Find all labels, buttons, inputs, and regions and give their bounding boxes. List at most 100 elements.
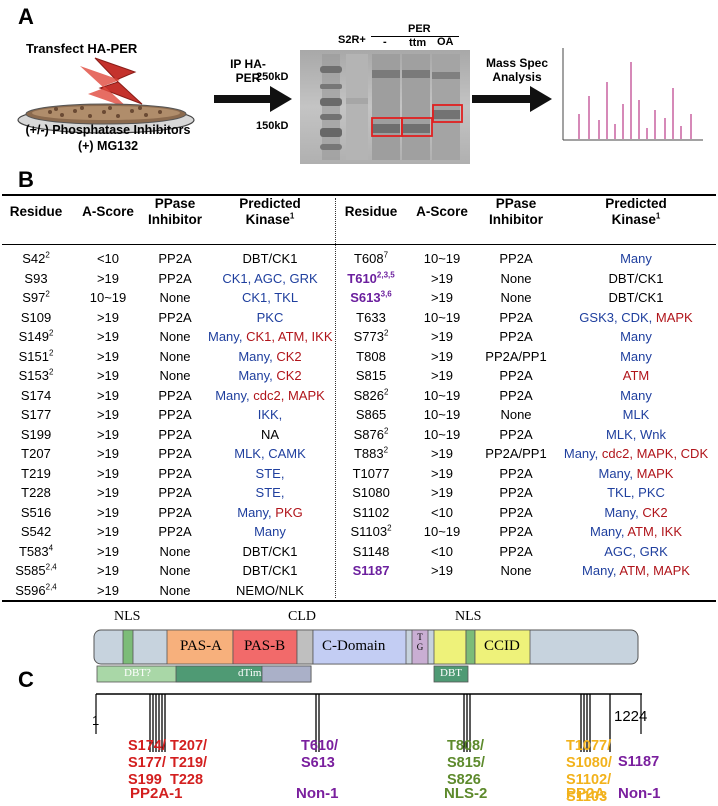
kinase-text: Many,	[238, 368, 277, 383]
dish-caption-line-2: (+) MG132	[77, 139, 139, 153]
ip-arrow-icon	[214, 86, 292, 112]
left-ascore-cell: >19	[96, 582, 120, 598]
dish-illustration	[17, 57, 195, 134]
site-group-s1187: S1187	[618, 754, 659, 771]
group-label-non-1: Non-1	[296, 785, 339, 802]
band-box-oa	[432, 104, 463, 123]
residue-footnote: 2	[383, 445, 389, 455]
left-kinase-cell: Many, CK2	[208, 348, 332, 366]
kinase-text: MLK, Wnk	[606, 426, 666, 442]
header-kinase-sup: 1	[289, 211, 295, 221]
residue-footnote: 2	[387, 523, 392, 533]
site-group-s174: S174/S177/S199	[128, 738, 166, 789]
residue-id: S516	[20, 504, 52, 520]
header-ascore-right: A-Score	[416, 204, 468, 219]
left-kinase-cell: Many, CK1, ATM, IKK	[208, 328, 333, 346]
right-kinase-cell: Many, MAPK	[558, 465, 714, 483]
pas-a-label: PAS-A	[180, 638, 222, 654]
header-kinase-line-2: Kinase1	[558, 212, 714, 228]
right-ascore-cell: <10	[430, 504, 454, 520]
site-label-line: S826	[447, 772, 481, 788]
right-residue: S865	[340, 406, 402, 424]
kinase-text: Many	[620, 387, 652, 403]
kinase-text: PKG	[275, 504, 303, 520]
kinase-text: PKC	[256, 309, 284, 325]
residue-footnote: 2	[383, 426, 389, 436]
right-ascore-cell: >19	[430, 368, 454, 383]
left-ascore-cell: >19	[96, 504, 120, 520]
right-ascore-cell: 10~19	[423, 524, 461, 539]
left-ascore-cell: >19	[96, 309, 120, 325]
right-ascore-cell: 10~19	[423, 426, 461, 442]
right-residue: S1080	[340, 484, 402, 502]
left-ppase-cell: None	[159, 329, 191, 344]
site-label-line: S177/	[128, 755, 166, 771]
right-ppase-cell: None	[500, 290, 532, 305]
kinase-text: Many,	[598, 465, 637, 481]
dish-caption-line-1: (+/-) Phosphatase Inhibitors	[25, 123, 191, 137]
right-ppase-cell: None	[500, 407, 532, 422]
transfect-label: Transfect HA-PER	[26, 41, 138, 56]
right-kinase-cell: Many	[558, 387, 714, 405]
kinase-text: Many,	[604, 504, 643, 520]
residue-id: S1103	[350, 524, 388, 539]
residue-id: S1148	[352, 543, 390, 559]
left-ascore-cell: >19	[96, 270, 120, 286]
kinase-text: CK1, TKL	[241, 290, 299, 305]
residue-footnote: 7	[383, 250, 389, 260]
table-header-rule	[2, 244, 716, 245]
left-residue: S1492	[6, 328, 66, 346]
left-ascore-cell: >19	[96, 368, 120, 383]
left-ascore-cell: 10~19	[89, 290, 127, 305]
residue-id: S153	[18, 368, 49, 383]
kinase-text: CK2	[276, 348, 302, 364]
lane-oa-label: OA	[437, 36, 454, 48]
residue-id: S542	[20, 524, 52, 539]
kinase-text: NA	[260, 426, 280, 442]
residue-id: S42	[22, 251, 46, 266]
tg-box	[411, 629, 429, 665]
left-residue: S5852,4	[6, 562, 66, 580]
nls-right-box	[465, 629, 476, 665]
left-kinase-cell: Many, cdc2, MAPK	[208, 387, 332, 405]
kinase-text: CK2	[642, 504, 668, 520]
left-residue: S199	[6, 426, 66, 444]
kinase-text: STE,	[255, 465, 285, 481]
header-ppase-line-1: PPase	[495, 196, 537, 211]
kinase-text: Many,	[238, 348, 277, 364]
kinase-text: DBT/CK1	[242, 543, 298, 559]
left-residue: S174	[6, 387, 66, 405]
right-residue: S815	[340, 367, 402, 385]
left-ppase-cell: None	[159, 348, 191, 364]
kinase-text: ATM, MAPK	[619, 563, 690, 578]
left-residue: S972	[6, 289, 66, 307]
right-kinase-cell: MLK	[558, 406, 714, 424]
right-residue: S1148	[340, 543, 402, 561]
left-residue: T219	[6, 465, 66, 483]
left-ppase-cell: None	[159, 543, 191, 559]
residue-id: S1080	[352, 485, 390, 500]
right-residue: S7732	[340, 328, 402, 346]
ccid-left-box	[433, 629, 467, 665]
right-ppase-cell: PP2A	[499, 485, 533, 500]
residue-footnote: 2	[45, 289, 50, 299]
residue-id: S149	[18, 329, 49, 344]
residue-footnote: 2	[48, 348, 54, 358]
nls-left-label: NLS	[114, 609, 141, 624]
table-bottom-rule	[2, 600, 716, 602]
header-kinase-word: Kinase	[245, 212, 290, 227]
group-label-non-1-right: Non-1	[618, 785, 661, 802]
right-ppase-cell: PP2A	[499, 251, 533, 266]
kinase-text: Many,	[215, 387, 254, 403]
residue-id: T808	[356, 348, 386, 364]
right-kinase-cell: Many	[558, 348, 714, 366]
left-residue: S93	[6, 270, 66, 288]
kinase-text: Many,	[563, 446, 602, 461]
mass-spec-line-1: Mass Spec	[485, 56, 549, 70]
header-ppase-line-2: Inhibitor	[489, 212, 543, 227]
right-ppase-cell: PP2A/PP1	[485, 348, 547, 364]
site-label-line: S174/	[128, 738, 166, 754]
residue-footnote: 2,3,5	[376, 270, 395, 280]
right-ppase-cell: PP2A	[499, 368, 533, 383]
right-ppase-cell: PP2A	[499, 329, 533, 344]
